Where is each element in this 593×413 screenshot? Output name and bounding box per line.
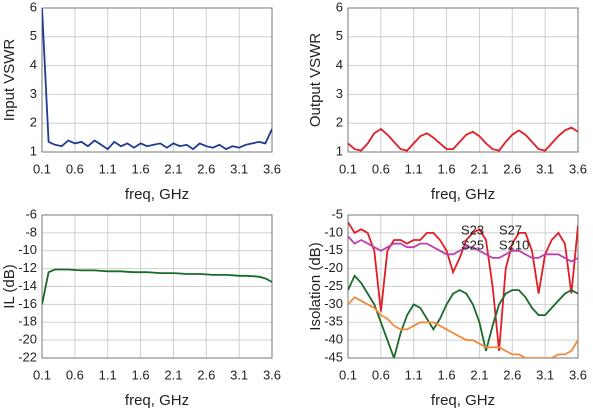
data-line	[348, 126, 578, 152]
y-tick-label: -20	[18, 332, 37, 347]
x-tick-label: 2.1	[164, 161, 182, 176]
chart-panel: 1 2 3 4 5 6 0.1 0.6 1.1 1.6 2.1 2.6 3.1 3.6 Input VSWR…	[1, 0, 281, 203]
y-tick-label: 5	[336, 28, 343, 43]
plot-frame	[41, 7, 273, 153]
x-tick-label: 2.1	[470, 367, 488, 382]
x-axis-label: freq, GHz	[431, 186, 495, 203]
y-tick-label: -20	[324, 260, 343, 275]
y-tick-label: 4	[336, 57, 343, 72]
y-tick-label: -10	[324, 224, 343, 239]
x-tick-label: 1.6	[438, 161, 456, 176]
plot-frame	[347, 214, 579, 359]
y-tick-label: -15	[324, 242, 343, 257]
x-tick-label: 3.6	[263, 161, 281, 176]
y-tick-label: -40	[324, 332, 343, 347]
y-tick-label: 3	[336, 86, 343, 101]
chart-panel: -5 -10 -15 -20 -25 -30 -35 -40 -45 0.1 0.6 1.1 1.6 2.…	[307, 206, 587, 409]
chart-panel: -6 -8 -10 -12 -14 -16 -18 -20 -22 0.1 0.6 1.1 1.6 2.1…	[1, 206, 281, 409]
x-axis-label: freq, GHz	[431, 392, 495, 409]
plot-frame	[347, 7, 579, 153]
y-tick-label: -6	[25, 206, 37, 221]
x-tick-label: 0.1	[33, 367, 51, 382]
y-tick-label: -22	[18, 349, 37, 364]
data-line	[348, 235, 578, 263]
x-tick-label: 1.1	[99, 367, 117, 382]
x-tick-label: 0.1	[339, 367, 357, 382]
x-tick-label: 1.6	[438, 367, 456, 382]
data-line	[42, 268, 272, 305]
y-tick-label: -45	[324, 349, 343, 364]
y-tick-label: 2	[30, 115, 37, 130]
x-axis-label: freq, GHz	[125, 186, 189, 203]
legend-entry: S27	[499, 222, 522, 237]
y-tick-label: -35	[324, 314, 343, 329]
legend-entry: S23	[461, 222, 484, 237]
x-tick-label: 0.1	[339, 161, 357, 176]
y-axis-label: Output VSWR	[307, 33, 324, 127]
x-tick-label: 1.1	[405, 161, 423, 176]
legend-entry: S210	[499, 237, 529, 252]
y-tick-label: 1	[30, 143, 37, 158]
x-tick-label: 3.1	[230, 367, 248, 382]
y-tick-label: -30	[324, 296, 343, 311]
x-tick-label: 2.6	[197, 161, 215, 176]
x-tick-label: 3.6	[569, 161, 587, 176]
y-tick-label: 1	[336, 143, 343, 158]
x-axis-label: freq, GHz	[125, 392, 189, 409]
y-tick-label: -14	[18, 278, 37, 293]
x-tick-label: 2.6	[503, 367, 521, 382]
x-tick-label: 2.1	[164, 367, 182, 382]
x-tick-label: 3.1	[230, 161, 248, 176]
y-tick-label: 6	[336, 0, 343, 14]
legend-entry: S25	[461, 237, 484, 252]
y-tick-label: 2	[336, 115, 343, 130]
x-tick-label: 1.1	[405, 367, 423, 382]
data-line	[348, 274, 578, 358]
y-tick-label: -5	[331, 206, 343, 221]
x-tick-label: 2.6	[503, 161, 521, 176]
data-line	[42, 8, 272, 151]
x-tick-label: 0.6	[66, 367, 84, 382]
x-tick-label: 1.1	[99, 161, 117, 176]
chart-panel: 1 2 3 4 5 6 0.1 0.6 1.1 1.6 2.1 2.6 3.1 3.6 Output VSW…	[307, 0, 587, 203]
x-tick-label: 2.1	[470, 161, 488, 176]
y-tick-label: -18	[18, 314, 37, 329]
y-tick-label: -16	[18, 296, 37, 311]
y-tick-label: -10	[18, 242, 37, 257]
y-tick-label: 6	[30, 0, 37, 14]
plot-frame	[41, 214, 273, 359]
y-tick-label: 3	[30, 86, 37, 101]
y-tick-label: 5	[30, 28, 37, 43]
x-tick-label: 0.6	[66, 161, 84, 176]
y-tick-label: 4	[30, 57, 37, 72]
y-axis-label: Input VSWR	[1, 39, 18, 122]
x-tick-label: 0.6	[372, 367, 390, 382]
y-axis-label: Isolation (dB)	[307, 242, 324, 330]
x-tick-label: 3.1	[536, 367, 554, 382]
x-tick-label: 3.6	[569, 367, 587, 382]
x-tick-label: 1.6	[132, 367, 150, 382]
x-tick-label: 2.6	[197, 367, 215, 382]
y-tick-label: -12	[18, 260, 37, 275]
y-axis-label: IL (dB)	[1, 264, 18, 308]
x-tick-label: 1.6	[132, 161, 150, 176]
data-line	[348, 296, 578, 358]
x-tick-label: 0.1	[33, 161, 51, 176]
x-tick-label: 0.6	[372, 161, 390, 176]
x-tick-label: 3.1	[536, 161, 554, 176]
y-tick-label: -8	[25, 224, 37, 239]
y-tick-label: -25	[324, 278, 343, 293]
x-tick-label: 3.6	[263, 367, 281, 382]
